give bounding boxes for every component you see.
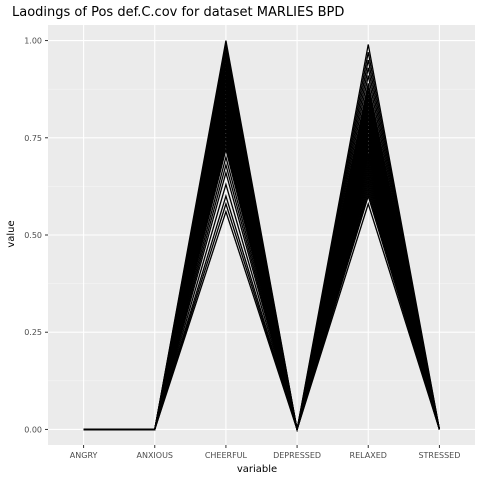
y-tick-label: 0.00 [24, 425, 42, 434]
series-line [83, 201, 441, 432]
x-tick-label: DEPRESSED [273, 451, 321, 460]
y-tick-label: 0.75 [24, 134, 42, 143]
x-tick-label: ANXIOUS [136, 451, 173, 460]
x-tick-label: STRESSED [418, 451, 460, 460]
x-axis-title: variable [237, 464, 277, 475]
gridlines [48, 25, 475, 445]
y-tick-label: 1.00 [24, 37, 42, 46]
axis-ticks [45, 40, 440, 448]
y-tick-label: 0.50 [24, 231, 42, 240]
x-tick-label: RELAXED [350, 451, 387, 460]
chart-title: Laodings of Pos def.C.cov for dataset MA… [12, 5, 344, 20]
y-tick-labels: 0.00 0.25 0.50 0.75 1.00 [24, 37, 42, 435]
y-tick-label: 0.25 [24, 328, 42, 337]
x-tick-label: CHEERFUL [205, 451, 248, 460]
x-tick-label: ANGRY [70, 451, 98, 460]
series-lines [83, 40, 441, 433]
x-tick-labels: ANGRY ANXIOUS CHEERFUL DEPRESSED RELAXED STRE… [70, 451, 461, 460]
y-axis-title: value [6, 220, 17, 247]
